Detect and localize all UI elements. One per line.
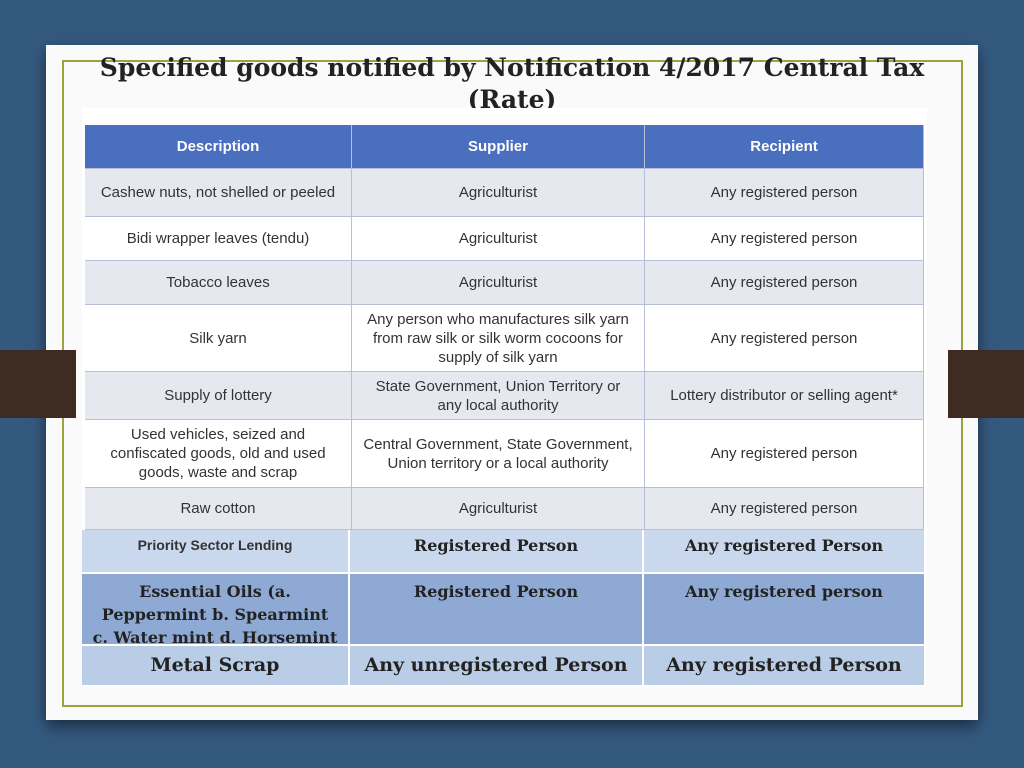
table-cell: Any person who manufactures silk yarn fr… [352, 305, 645, 372]
table-cell: Registered Person [350, 530, 644, 574]
table-cell: Essential Oils (a. Peppermint b. Spearmi… [82, 574, 350, 646]
table-cell: Any registered person [645, 261, 924, 305]
slide-title: Specified goods notified by Notification… [99, 53, 925, 114]
table-cell: Agriculturist [352, 217, 645, 261]
table-cell: Any registered person [645, 217, 924, 261]
table-cell: Agriculturist [352, 488, 645, 530]
right-tab [948, 350, 1024, 418]
table-cell: Any unregistered Person [350, 646, 644, 687]
table-cell: Cashew nuts, not shelled or peeled [85, 169, 352, 217]
table-cell: Bidi wrapper leaves (tendu) [85, 217, 352, 261]
table-cell: Any registered person [645, 420, 924, 488]
table-cell: Any registered Person [644, 646, 926, 687]
table-cell: Metal Scrap [82, 646, 350, 687]
table-cell: Central Government, State Government, Un… [352, 420, 645, 488]
table-cell: Silk yarn [85, 305, 352, 372]
table-cell: Supply of lottery [85, 372, 352, 420]
table-cell: Agriculturist [352, 261, 645, 305]
table-cell: Used vehicles, seized and confiscated go… [85, 420, 352, 488]
table-cell: Any registered person [645, 305, 924, 372]
table-cell: Any registered person [644, 574, 926, 646]
table-cell: Any registered person [645, 169, 924, 217]
table-cell: Registered Person [350, 574, 644, 646]
table-cell: Raw cotton [85, 488, 352, 530]
table-cell: Tobacco leaves [85, 261, 352, 305]
table-cell: State Government, Union Territory or any… [352, 372, 645, 420]
header-cell: Recipient [645, 125, 924, 169]
header-cell: Supplier [352, 125, 645, 169]
left-tab [0, 350, 76, 418]
table-cell: Priority Sector Lending [82, 530, 350, 574]
table-cell: Any registered person [645, 488, 924, 530]
table-cell: Lottery distributor or selling agent* [645, 372, 924, 420]
table-cell: Any registered Person [644, 530, 926, 574]
table-cell: Agriculturist [352, 169, 645, 217]
header-cell: Description [85, 125, 352, 169]
